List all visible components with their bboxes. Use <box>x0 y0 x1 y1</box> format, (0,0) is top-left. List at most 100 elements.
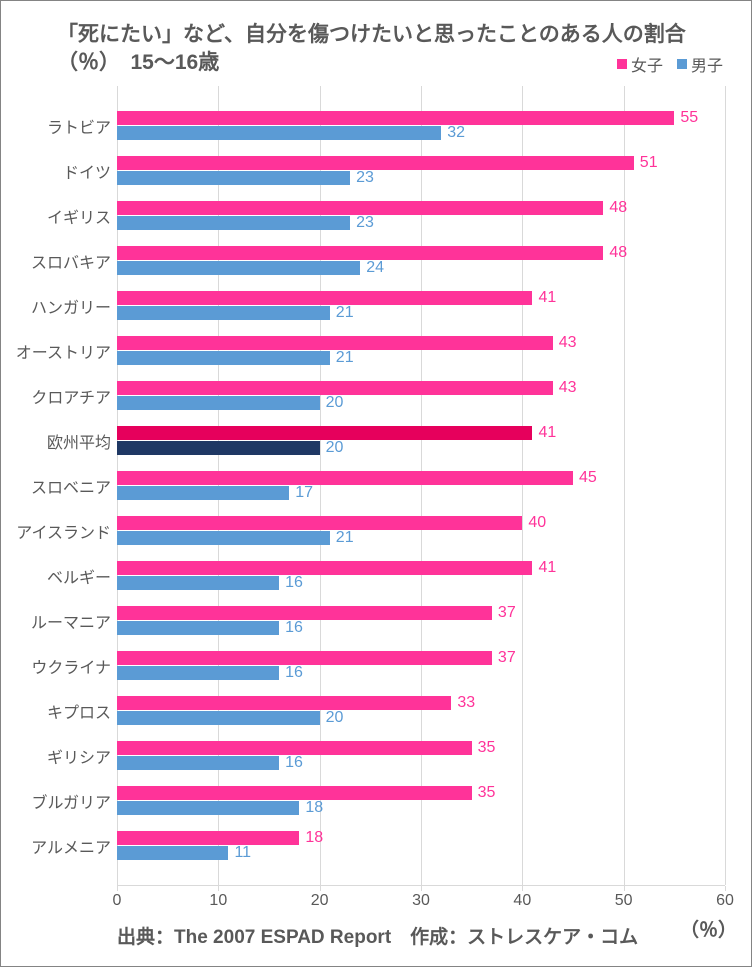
value-label-male: 16 <box>285 754 303 772</box>
legend: 女子 男子 <box>617 52 723 76</box>
x-axis-unit-label: （％） <box>680 915 737 942</box>
value-label-female: 41 <box>538 289 556 307</box>
value-label-female: 51 <box>640 154 658 172</box>
value-label-female: 41 <box>538 424 556 442</box>
value-label-male: 20 <box>326 709 344 727</box>
bar-female <box>117 471 573 485</box>
value-label-female: 48 <box>609 199 627 217</box>
category-label: オーストリア <box>16 339 111 363</box>
value-label-male: 23 <box>356 214 374 232</box>
value-label-male: 20 <box>326 394 344 412</box>
bar-female <box>117 651 492 665</box>
bar-female <box>117 696 451 710</box>
x-tick <box>421 886 422 891</box>
plot-area: ラトビアドイツイギリススロバキアハンガリーオーストリアクロアチア欧州平均スロベニ… <box>17 86 735 926</box>
bar-female <box>117 786 472 800</box>
category-label: スロバキア <box>31 249 111 273</box>
value-label-female: 55 <box>680 109 698 127</box>
x-tick <box>320 886 321 891</box>
x-tick-label: 60 <box>716 892 734 910</box>
gridline <box>725 86 726 885</box>
category-label: クロアチア <box>31 384 111 408</box>
x-tick <box>117 886 118 891</box>
bar-male <box>117 666 279 680</box>
bar-female <box>117 201 603 215</box>
category-label: アルメニア <box>31 834 111 858</box>
value-label-male: 21 <box>336 529 354 547</box>
category-label: 欧州平均 <box>47 429 111 453</box>
value-label-male: 16 <box>285 574 303 592</box>
x-tick <box>218 886 219 891</box>
bar-female <box>117 246 603 260</box>
bar-male <box>117 171 350 185</box>
x-tick-label: 40 <box>513 892 531 910</box>
chart-container: 「死にたい」など、自分を傷つけたいと思ったことのある人の割合（％） 15～16歳… <box>0 0 752 967</box>
legend-swatch-female <box>617 59 627 69</box>
value-label-male: 20 <box>326 439 344 457</box>
value-label-male: 32 <box>447 124 465 142</box>
bar-female <box>117 561 532 575</box>
x-axis: 0102030405060 <box>117 886 725 926</box>
category-label: ハンガリー <box>31 294 111 318</box>
legend-item-female: 女子 <box>617 52 663 76</box>
value-label-male: 21 <box>336 349 354 367</box>
legend-item-male: 男子 <box>677 52 723 76</box>
value-label-male: 16 <box>285 664 303 682</box>
x-tick-label: 0 <box>113 892 122 910</box>
value-label-female: 37 <box>498 604 516 622</box>
bar-male <box>117 306 330 320</box>
x-tick-label: 50 <box>615 892 633 910</box>
bar-male <box>117 441 320 455</box>
value-label-female: 35 <box>478 784 496 802</box>
x-tick-label: 30 <box>412 892 430 910</box>
category-label: ギリシア <box>47 744 111 768</box>
value-label-female: 33 <box>457 694 475 712</box>
category-label: ドイツ <box>63 159 111 183</box>
bar-female <box>117 336 553 350</box>
category-label: スロベニア <box>31 474 111 498</box>
x-tick <box>522 886 523 891</box>
bar-male <box>117 846 228 860</box>
category-label: ラトビア <box>47 114 111 138</box>
x-tick-label: 20 <box>311 892 329 910</box>
category-label: ウクライナ <box>31 654 111 678</box>
value-label-male: 24 <box>366 259 384 277</box>
bar-female <box>117 606 492 620</box>
bar-male <box>117 531 330 545</box>
legend-swatch-male <box>677 59 687 69</box>
value-label-female: 45 <box>579 469 597 487</box>
bar-female <box>117 741 472 755</box>
value-label-female: 37 <box>498 649 516 667</box>
bar-male <box>117 801 299 815</box>
value-label-male: 23 <box>356 169 374 187</box>
source-text: 出典：The 2007 ESPAD Report 作成：ストレスケア・コム <box>17 922 735 949</box>
bar-male <box>117 486 289 500</box>
value-label-male: 17 <box>295 484 313 502</box>
value-label-female: 48 <box>609 244 627 262</box>
bar-male <box>117 261 360 275</box>
x-tick <box>725 886 726 891</box>
value-label-female: 43 <box>559 334 577 352</box>
bar-male <box>117 621 279 635</box>
x-tick-label: 10 <box>209 892 227 910</box>
category-label: ブルガリア <box>31 789 111 813</box>
title-area: 「死にたい」など、自分を傷つけたいと思ったことのある人の割合（％） 15～16歳… <box>17 21 735 78</box>
category-label: イギリス <box>47 204 111 228</box>
value-label-female: 35 <box>478 739 496 757</box>
bar-male <box>117 756 279 770</box>
category-label: ベルギー <box>47 564 111 588</box>
bar-female <box>117 381 553 395</box>
category-label: キプロス <box>47 699 111 723</box>
bar-male <box>117 711 320 725</box>
value-label-male: 11 <box>234 844 251 862</box>
category-labels: ラトビアドイツイギリススロバキアハンガリーオーストリアクロアチア欧州平均スロベニ… <box>17 86 117 926</box>
value-label-female: 43 <box>559 379 577 397</box>
bar-female <box>117 156 634 170</box>
bar-male <box>117 576 279 590</box>
x-tick <box>624 886 625 891</box>
bar-male <box>117 396 320 410</box>
value-label-female: 18 <box>305 829 323 847</box>
legend-label-male: 男子 <box>691 52 723 76</box>
value-label-male: 21 <box>336 304 354 322</box>
bar-female <box>117 426 532 440</box>
